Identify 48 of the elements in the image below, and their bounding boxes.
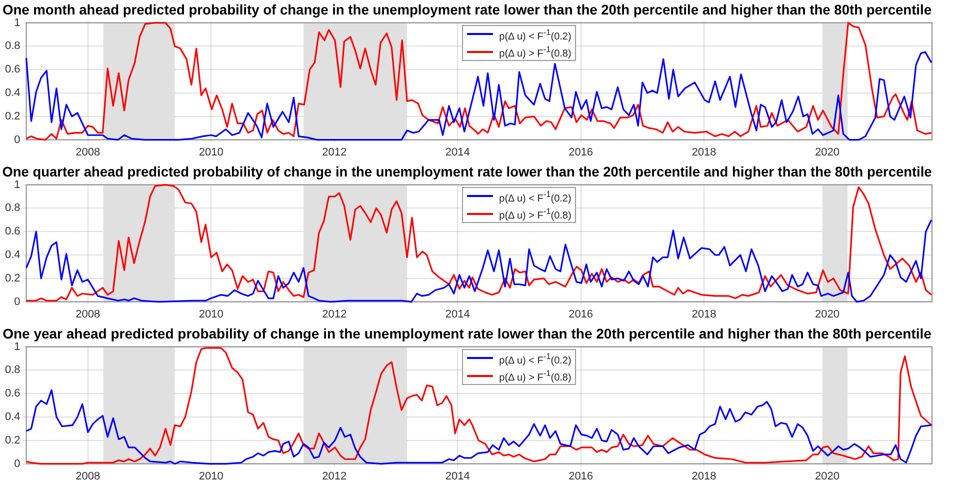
y-tick-label: 0.8: [4, 40, 20, 52]
y-tick-label: 0.8: [4, 202, 20, 214]
y-tick-label: 1: [14, 178, 20, 191]
chart-title: One quarter ahead predicted probability of change in the unemployment rate lower than the 20th percentile and higher than the 80th percentile: [2, 163, 932, 180]
y-tick-label: 0: [14, 296, 20, 308]
x-tick-label: 2010: [198, 146, 224, 158]
y-tick-label: 0.4: [4, 249, 20, 262]
x-tick-label: 2012: [322, 470, 347, 482]
x-tick-label: 2014: [445, 308, 470, 320]
x-tick-label: 2020: [815, 308, 840, 320]
x-tick-label: 2016: [568, 470, 594, 482]
y-tick-label: 0.6: [4, 64, 20, 76]
y-tick-label: 1: [14, 16, 20, 29]
legend-label: p(Δ u) < F$^{-1}$(0.2): [499, 188, 572, 206]
x-tick-label: 2010: [198, 308, 224, 320]
y-tick-label: 0.8: [4, 364, 20, 376]
x-tick-label: 2016: [568, 308, 594, 320]
y-tick-label: 0.2: [4, 272, 20, 284]
legend-label: p(Δ u) > F$^{-1}$(0.8): [499, 367, 572, 384]
x-tick-label: 2018: [692, 146, 716, 158]
x-tick-label: 2014: [445, 470, 470, 482]
x-tick-label: 2020: [815, 146, 840, 158]
y-tick-label: 0.6: [4, 388, 20, 400]
x-tick-label: 2016: [568, 146, 594, 158]
x-tick-label: 2008: [76, 308, 100, 320]
chart-title: One month ahead predicted probability of change in the unemployment rate lower than the 20th percentile and higher than the 80th percentile: [2, 1, 932, 18]
legend-label: p(Δ u) > F$^{-1}$(0.8): [499, 205, 572, 222]
y-tick-label: 0.6: [4, 226, 20, 238]
y-tick-label: 0: [14, 458, 20, 470]
x-tick-label: 2020: [815, 470, 840, 482]
x-tick-label: 2018: [692, 470, 716, 482]
x-tick-label: 2012: [322, 146, 347, 158]
legend-label: p(Δ u) > F$^{-1}$(0.8): [499, 43, 572, 60]
y-tick-label: 0.2: [4, 434, 20, 446]
y-tick-label: 0.4: [4, 411, 20, 424]
chart-title: One year ahead predicted probability of change in the unemployment rate lower than the 20th percentile and higher than the 80th percentile: [2, 325, 932, 342]
legend-label: p(Δ u) < F$^{-1}$(0.2): [499, 350, 572, 368]
x-tick-label: 2012: [322, 308, 347, 320]
x-tick-label: 2014: [445, 146, 470, 158]
legend-label: p(Δ u) < F$^{-1}$(0.2): [499, 26, 572, 44]
x-tick-label: 2010: [198, 470, 224, 482]
y-tick-label: 1: [14, 340, 20, 353]
y-tick-label: 0.2: [4, 110, 20, 122]
x-tick-label: 2008: [76, 146, 100, 158]
x-tick-label: 2008: [76, 470, 100, 482]
x-tick-label: 2018: [692, 308, 716, 320]
y-tick-label: 0.4: [4, 87, 20, 100]
y-tick-label: 0: [14, 134, 20, 146]
